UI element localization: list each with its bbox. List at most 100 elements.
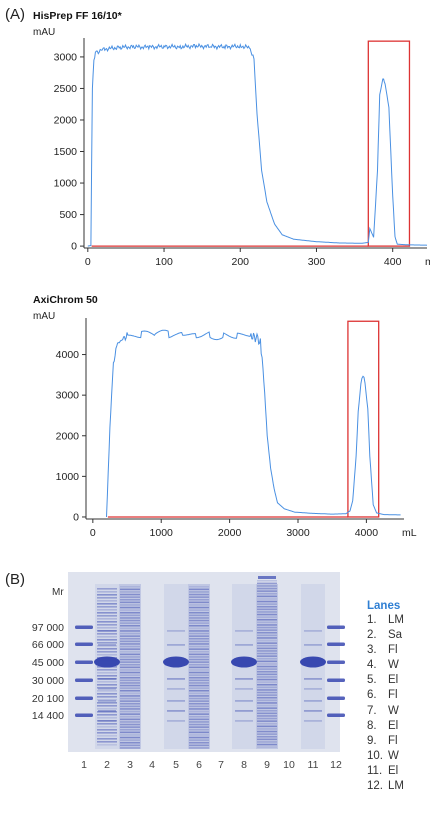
gel-band <box>189 651 209 653</box>
gel-band <box>97 600 117 602</box>
gel-band <box>98 678 116 680</box>
gel-band <box>189 604 209 606</box>
gel-band <box>120 666 140 669</box>
lane-legend-number: 11. <box>367 764 383 777</box>
gel-band <box>189 630 209 632</box>
gel-band <box>257 590 277 592</box>
chart-a-ytick-label: 500 <box>59 209 77 221</box>
gel-band <box>257 593 277 595</box>
gel-band <box>120 617 140 619</box>
lane-legend-item: 3. Fl <box>367 643 430 658</box>
gel-band <box>120 703 140 705</box>
gel-band <box>257 707 277 709</box>
gel-band <box>257 723 277 725</box>
chart-a-series-line <box>87 42 428 247</box>
gel-band <box>97 633 117 635</box>
gel-band <box>120 645 140 648</box>
lane-legend-text: W <box>388 749 399 762</box>
gel-band <box>257 585 277 587</box>
chart-b-xtick-label: 0 <box>90 527 96 539</box>
gel-band <box>257 668 277 670</box>
gel-band <box>120 635 140 637</box>
gel-band <box>120 684 140 687</box>
gel-band <box>120 658 140 661</box>
chart-a-xtick-label: 300 <box>308 256 326 268</box>
gel-band <box>189 742 209 744</box>
gel-band <box>97 738 117 740</box>
gel-band <box>257 655 277 657</box>
lane-legend-number: 3. <box>367 644 377 657</box>
lane-legend-number: 10. <box>367 749 383 762</box>
gel-band <box>257 702 277 704</box>
lane-legend-text: LM <box>388 780 404 793</box>
gel-band <box>189 648 209 650</box>
gel-band <box>75 678 93 682</box>
lane-legend-number: 6. <box>367 689 377 702</box>
gel-band <box>120 612 140 614</box>
gel-lane-number: 12 <box>330 759 342 771</box>
gel-band <box>97 627 117 629</box>
gel-band <box>120 640 140 643</box>
chart-b-ytick-label: 2000 <box>56 430 80 442</box>
gel-band <box>97 702 117 704</box>
gel-band <box>189 666 209 669</box>
gel-lane-number: 6 <box>196 759 202 771</box>
lane-legend-number: 4. <box>367 659 377 672</box>
gel-main-band <box>163 656 189 668</box>
chart-b-ylabel: mAU <box>33 311 56 322</box>
chart-b-ytick-label: 0 <box>73 511 79 523</box>
gel-band <box>97 609 117 611</box>
gel-band <box>120 687 140 689</box>
gel-band <box>97 588 117 590</box>
gel-band <box>257 665 277 668</box>
gel-band <box>120 606 140 609</box>
gel-band <box>120 622 140 624</box>
gel-band <box>189 747 209 749</box>
gel-band <box>75 660 93 664</box>
gel-band <box>257 660 277 663</box>
chart-a-xtick-label: 400 <box>384 256 402 268</box>
gel-band <box>120 625 140 627</box>
chart-a-ytick-label: 3000 <box>54 51 78 63</box>
gel-band <box>97 654 117 656</box>
gel-band <box>327 696 345 700</box>
lane-legend-item: 2. Sa <box>367 628 430 643</box>
gel-band <box>120 742 140 744</box>
gel-lane-number: 11 <box>308 759 319 771</box>
gel-band <box>257 580 277 582</box>
gel-band <box>97 699 117 701</box>
gel-band <box>235 644 253 646</box>
gel-band <box>257 733 277 735</box>
gel-band <box>189 619 209 622</box>
gel-band <box>75 642 93 646</box>
chart-b-ytick-label: 1000 <box>56 471 80 483</box>
gel-main-band <box>300 656 326 668</box>
chart-a-fraction-box <box>367 40 411 247</box>
gel-band <box>189 690 209 692</box>
gel-band <box>189 622 209 624</box>
gel-band <box>120 643 140 645</box>
gel-band <box>97 696 117 698</box>
gel-lane-number: 3 <box>127 759 133 771</box>
lane-legend-text: El <box>388 719 399 732</box>
gel-band <box>97 660 117 662</box>
gel-band <box>257 673 277 676</box>
lane-legend-text: Fl <box>388 689 398 702</box>
lane-legend-text: El <box>388 764 399 777</box>
gel-band <box>120 677 140 679</box>
chart-a-ytick-label: 2000 <box>54 114 78 126</box>
gel-band <box>189 677 209 679</box>
gel-band <box>257 595 277 598</box>
gel-mr-label: Mr <box>52 587 64 598</box>
gel-band <box>120 700 140 702</box>
lane-legend-item: 1. LM <box>367 613 430 628</box>
gel-band <box>120 651 140 653</box>
gel-band <box>189 640 209 643</box>
gel-band <box>97 669 117 671</box>
gel-band <box>120 721 140 723</box>
gel-band <box>257 652 277 655</box>
gel-band <box>304 710 322 712</box>
gel-band <box>120 661 140 663</box>
gel-band <box>97 684 117 686</box>
gel-lane-number: 2 <box>104 759 110 771</box>
